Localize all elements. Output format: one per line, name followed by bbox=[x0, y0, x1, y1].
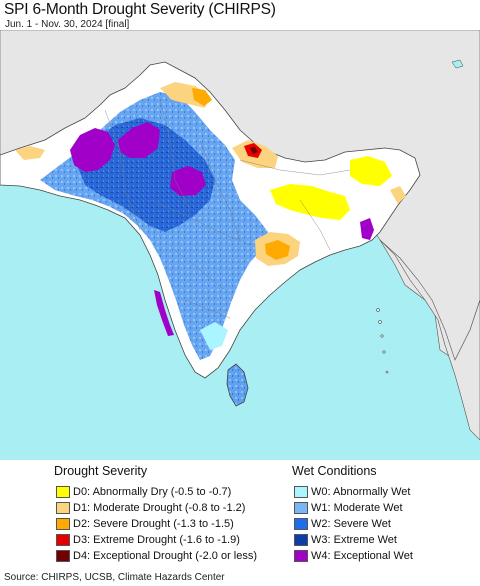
internal-borders bbox=[104, 99, 351, 319]
map-title: SPI 6-Month Drought Severity (CHIRPS) bbox=[4, 1, 276, 18]
swatch-w4 bbox=[294, 550, 308, 562]
wet-area-w4-coast bbox=[154, 290, 174, 336]
drought-map bbox=[0, 30, 480, 460]
dry-area-d0-east bbox=[270, 184, 350, 220]
dry-area-d4-nepal bbox=[250, 147, 258, 154]
wet-area-w4-west bbox=[70, 128, 115, 172]
map-svg bbox=[0, 30, 480, 460]
dry-area-d2-east bbox=[265, 240, 290, 260]
lake bbox=[451, 59, 464, 69]
swatch-d4 bbox=[56, 550, 70, 562]
legend-item-d1: D1: Moderate Drought (-0.8 to -1.2) bbox=[56, 500, 245, 516]
legend: Drought Severity Wet Conditions D0: Abno… bbox=[0, 460, 480, 570]
map-subtitle: Jun. 1 - Nov. 30, 2024 [final] bbox=[5, 19, 130, 30]
legend-item-w2: W2: Severe Wet bbox=[294, 516, 391, 532]
wet-area-w4-east bbox=[360, 218, 374, 240]
drought-legend-title: Drought Severity bbox=[54, 464, 148, 478]
wet-legend-title: Wet Conditions bbox=[292, 464, 377, 478]
swatch-d2 bbox=[56, 518, 70, 530]
swatch-w0 bbox=[294, 486, 308, 498]
legend-item-d2: D2: Severe Drought (-1.3 to -1.5) bbox=[56, 516, 234, 532]
andaman-islands bbox=[376, 308, 389, 374]
legend-item-d3: D3: Extreme Drought (-1.6 to -1.9) bbox=[56, 532, 240, 548]
dry-area-d1-west bbox=[15, 146, 45, 160]
source-credit: Source: CHIRPS, UCSB, Climate Hazards Ce… bbox=[4, 572, 225, 583]
legend-item-d4: D4: Exceptional Drought (-2.0 or less) bbox=[56, 548, 257, 564]
legend-item-w1: W1: Moderate Wet bbox=[294, 500, 403, 516]
swatch-w2 bbox=[294, 518, 308, 530]
dry-area-d0-northeast bbox=[350, 156, 392, 186]
swatch-d1 bbox=[56, 502, 70, 514]
swatch-w3 bbox=[294, 534, 308, 546]
se-asia-land bbox=[379, 239, 480, 441]
swatch-d3 bbox=[56, 534, 70, 546]
swatch-d0 bbox=[56, 486, 70, 498]
dry-area-d2-north bbox=[192, 88, 212, 106]
sri-lanka bbox=[226, 363, 249, 407]
wet-area-w4-north bbox=[118, 122, 160, 158]
wet-area-w0-south bbox=[200, 322, 228, 350]
legend-item-w0: W0: Abnormally Wet bbox=[294, 484, 410, 500]
swatch-w1 bbox=[294, 502, 308, 514]
legend-item-w3: W3: Extreme Wet bbox=[294, 532, 397, 548]
dry-area-d0-myanmar bbox=[390, 186, 406, 204]
legend-item-w4: W4: Exceptional Wet bbox=[294, 548, 413, 564]
legend-item-d0: D0: Abnormally Dry (-0.5 to -0.7) bbox=[56, 484, 231, 500]
